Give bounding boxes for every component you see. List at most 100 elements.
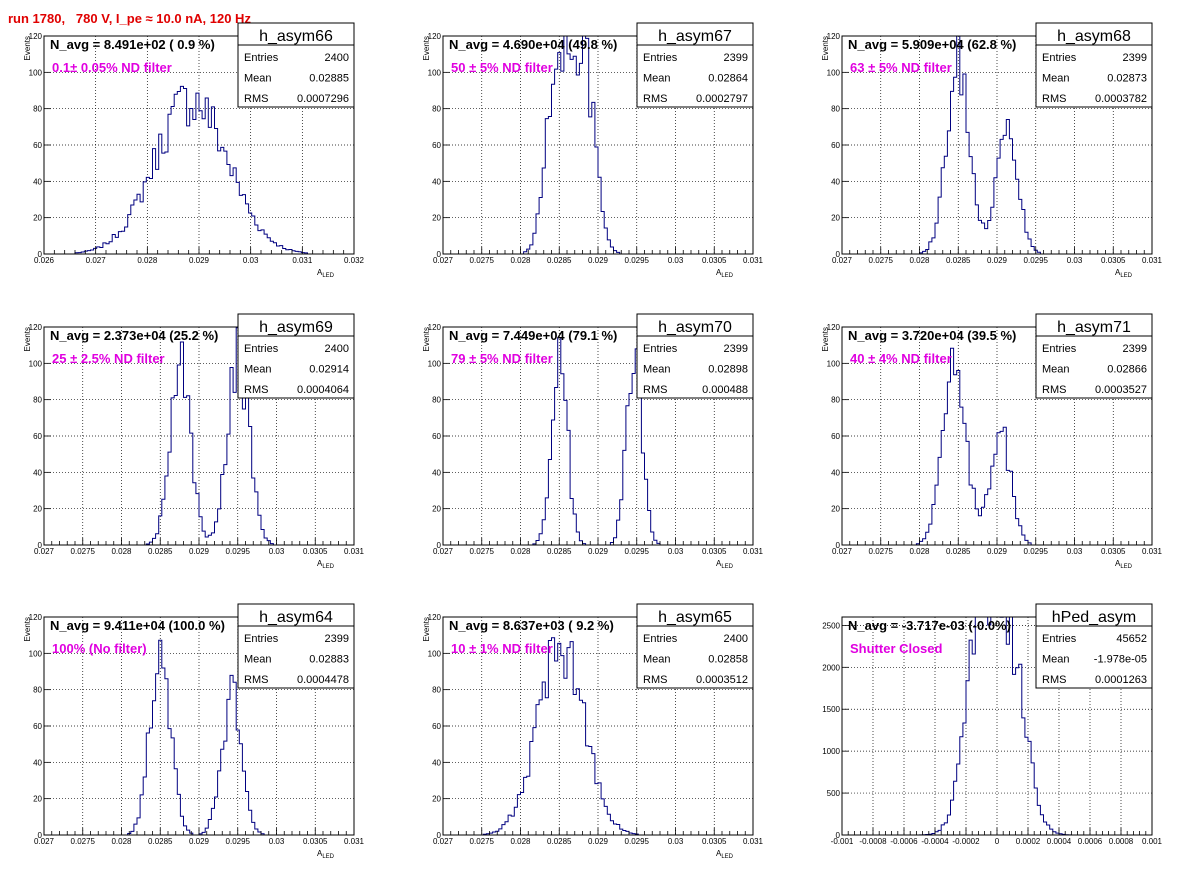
stats-box — [237, 44, 355, 108]
x-tick-label: 0.0285 — [148, 837, 173, 846]
x-tick-label: 0 — [995, 837, 1000, 846]
x-tick-label: 0.0305 — [702, 547, 727, 556]
x-tick-label: 0.027 — [433, 547, 454, 556]
y-tick-label: 120 — [428, 323, 442, 332]
y-tick-label: 40 — [432, 468, 441, 477]
histogram-h_asym70: 0.027 0.0275 0.028 0.0285 0.029 0.0295 0.03 0.0… — [422, 313, 764, 570]
x-axis-label: ALED — [716, 268, 734, 279]
histogram-h_asym66: 0.026 0.027 0.028 0.029 0.03 0.031 0.032 0 20 40 6… — [23, 22, 365, 279]
navg-label: N_avg = 7.449e+04 (79.1 %) — [449, 328, 617, 343]
stats-key: RMS — [244, 93, 268, 105]
y-axis-label: Events — [23, 36, 32, 60]
y-axis-label: Events — [422, 617, 431, 641]
y-tick-label: 100 — [827, 359, 841, 368]
x-axis-label-sub: LED — [1120, 273, 1132, 279]
y-axis-label: Events — [422, 327, 431, 351]
x-tick-label: 0.028 — [510, 256, 531, 265]
filter-annotation: 0.1± 0.05% ND filter — [52, 60, 172, 75]
y-tick-label: 20 — [33, 505, 42, 514]
y-tick-label: 0 — [437, 831, 442, 840]
y-tick-label: 2000 — [822, 663, 840, 672]
stats-title: h_asym64 — [259, 609, 333, 626]
x-tick-label: 0.0295 — [226, 547, 251, 556]
x-tick-label: -0.001 — [831, 837, 854, 846]
x-tick-label: 0.0285 — [946, 547, 971, 556]
stats-key: Mean — [244, 73, 272, 85]
x-tick-label: 0.031 — [743, 837, 764, 846]
stats-key: Mean — [643, 73, 671, 85]
y-tick-label: 100 — [29, 649, 43, 658]
filter-annotation: 79 ± 5% ND filter — [451, 351, 553, 366]
y-tick-label: 500 — [827, 789, 841, 798]
y-tick-label: 60 — [33, 432, 42, 441]
x-tick-label: 0.0004 — [1047, 837, 1072, 846]
stats-key: Entries — [1042, 52, 1077, 64]
x-axis-label: ALED — [716, 559, 734, 570]
stats-value: 45652 — [1116, 633, 1147, 645]
y-tick-label: 0 — [38, 250, 43, 259]
stats-value: 0.0004064 — [297, 384, 349, 396]
stats-value: 0.02883 — [309, 654, 349, 666]
stats-value: 2400 — [325, 343, 349, 355]
x-tick-label: 0.0285 — [946, 256, 971, 265]
y-tick-label: 20 — [33, 795, 42, 804]
x-tick-label: 0.03 — [668, 256, 684, 265]
stats-box — [636, 44, 754, 108]
x-tick-label: 0.031 — [743, 256, 764, 265]
x-tick-label: 0.028 — [909, 256, 930, 265]
y-tick-label: 120 — [428, 613, 442, 622]
stats-value: 0.0003527 — [1095, 384, 1147, 396]
stats-key: Mean — [1042, 73, 1070, 85]
stats-key: Mean — [643, 654, 671, 666]
stats-value: 2399 — [1123, 343, 1147, 355]
x-tick-label: 0.026 — [34, 256, 55, 265]
x-tick-label: 0.028 — [137, 256, 158, 265]
x-tick-label: 0.027 — [433, 837, 454, 846]
x-axis-label-sub: LED — [322, 564, 334, 570]
stats-key: Entries — [643, 633, 678, 645]
y-axis-label: Events — [821, 36, 830, 60]
x-axis-label: ALED — [716, 849, 734, 860]
stats-value: 0.0003782 — [1095, 93, 1147, 105]
x-tick-label: 0.0002 — [1016, 837, 1041, 846]
x-tick-label: -0.0004 — [921, 837, 949, 846]
stats-key: Mean — [1042, 364, 1070, 376]
x-tick-label: 0.0305 — [303, 547, 328, 556]
navg-label: N_avg = 8.637e+03 ( 9.2 %) — [449, 618, 614, 633]
x-tick-label: 0.029 — [189, 547, 210, 556]
stats-value: 2400 — [325, 52, 349, 64]
stats-key: RMS — [244, 384, 268, 396]
stats-key: Entries — [244, 633, 279, 645]
filter-annotation: 63 ± 5% ND filter — [850, 60, 952, 75]
x-tick-label: 0.032 — [344, 256, 365, 265]
x-tick-label: 0.0305 — [1101, 256, 1126, 265]
histogram-h_asym65: 0.027 0.0275 0.028 0.0285 0.029 0.0295 0.03 0.0… — [422, 603, 764, 860]
x-axis-label: ALED — [317, 268, 335, 279]
x-tick-label: 0.0295 — [1024, 256, 1049, 265]
stats-key: RMS — [1042, 384, 1066, 396]
y-tick-label: 0 — [836, 250, 841, 259]
x-tick-label: 0.027 — [832, 547, 853, 556]
y-tick-label: 60 — [432, 432, 441, 441]
x-axis-label: ALED — [1115, 268, 1133, 279]
navg-label: N_avg = -3.717e-03 (-0.0%) — [848, 618, 1011, 633]
stats-value: 0.0004478 — [297, 674, 349, 686]
x-tick-label: 0.0285 — [547, 547, 572, 556]
filter-annotation: 50 ± 5% ND filter — [451, 60, 553, 75]
filter-annotation: 40 ± 4% ND filter — [850, 351, 952, 366]
x-tick-label: 0.03 — [243, 256, 259, 265]
x-tick-label: 0.027 — [86, 256, 107, 265]
x-axis-label-sub: LED — [721, 854, 733, 860]
x-tick-label: 0.0295 — [625, 547, 650, 556]
y-tick-label: 60 — [831, 432, 840, 441]
x-tick-label: 0.03 — [269, 837, 285, 846]
stats-value: 2399 — [724, 52, 748, 64]
y-tick-label: 80 — [432, 396, 441, 405]
x-tick-label: 0.0295 — [1024, 547, 1049, 556]
stats-key: Entries — [1042, 343, 1077, 355]
stats-key: RMS — [1042, 674, 1066, 686]
stats-value: 0.02858 — [708, 654, 748, 666]
x-tick-label: 0.028 — [510, 837, 531, 846]
histogram-h_asym67: 0.027 0.0275 0.028 0.0285 0.029 0.0295 0.03 0.0… — [422, 22, 764, 279]
